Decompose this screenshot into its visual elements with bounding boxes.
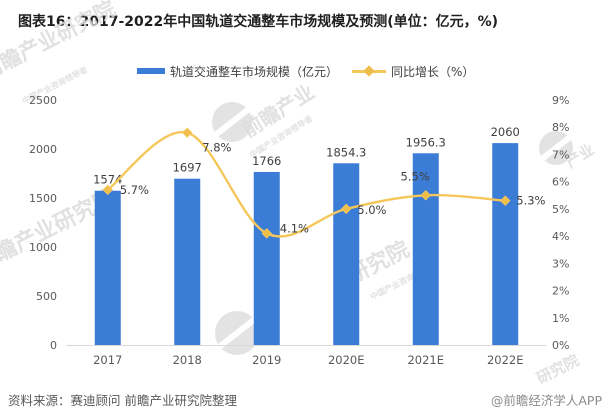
- legend-label-market-size: 轨道交通整车市场规模（亿元）: [170, 64, 339, 79]
- bar-2022E: [492, 143, 519, 345]
- bar-value-label: 1854.3: [326, 145, 366, 159]
- watermark-text: 前瞻产业研究院: [0, 0, 119, 84]
- right-axis-tick: 0%: [552, 339, 569, 352]
- right-axis-tick: 4%: [552, 230, 569, 243]
- line-series-swatch: [352, 64, 386, 77]
- right-axis-tick: 3%: [552, 257, 569, 270]
- legend-item-market-size: 轨道交通整车市场规模（亿元）: [137, 62, 338, 80]
- bar-value-label: 2060: [491, 125, 520, 139]
- left-axis-tick: 0: [50, 339, 57, 352]
- bar-2019: [253, 171, 280, 345]
- x-axis-label: 2021E: [407, 353, 444, 367]
- chart-legend: 轨道交通整车市场规模（亿元） 同比增长（%）: [0, 62, 606, 82]
- brand-credit: @前瞻经济学人APP: [490, 393, 602, 408]
- x-axis-label: 2018: [173, 353, 202, 367]
- bar-value-label: 1766: [252, 154, 281, 168]
- x-axis-label: 2019: [252, 353, 281, 367]
- bar-2020E: [333, 163, 360, 345]
- marker-2021E: [420, 190, 431, 201]
- right-axis-tick: 7%: [552, 148, 569, 161]
- bar-2017: [94, 190, 121, 345]
- marker-2022E: [500, 195, 511, 206]
- right-axis-tick: 1%: [552, 312, 569, 325]
- bar-value-label: 1697: [173, 161, 202, 175]
- left-axis-tick: 1500: [29, 192, 57, 205]
- growth-value-label: 7.8%: [202, 141, 231, 155]
- growth-value-label: 5.3%: [516, 194, 545, 208]
- chart-title: 图表16：2017-2022年中国轨道交通整车市场规模及预测(单位：亿元，%): [18, 14, 499, 30]
- right-axis-tick: 5%: [552, 203, 569, 216]
- bar-2021E: [412, 153, 439, 345]
- bar-series-swatch: [137, 68, 165, 74]
- marker-2017: [102, 184, 113, 196]
- watermark-logo-swoosh: [216, 315, 258, 351]
- x-axis-label: 2020E: [328, 353, 365, 367]
- right-axis-tick: 8%: [552, 121, 569, 134]
- growth-value-label: 4.1%: [280, 221, 309, 235]
- growth-value-label: 5.7%: [120, 183, 149, 197]
- x-axis-label: 2022E: [487, 353, 524, 367]
- right-axis-tick: 6%: [552, 176, 569, 189]
- growth-value-label: 5.5%: [401, 169, 430, 183]
- right-axis-tick: 9%: [552, 94, 569, 107]
- watermark-text: 研究院: [534, 351, 582, 387]
- left-axis-tick: 2500: [29, 94, 57, 107]
- bar-2018: [174, 178, 201, 345]
- watermark-logo-swoosh: [539, 133, 573, 163]
- bar-value-label: 1956.3: [406, 135, 446, 149]
- source-note: 资料来源：赛迪顾问 前瞻产业研究院整理: [8, 393, 237, 408]
- x-axis-label: 2017: [93, 353, 122, 367]
- legend-item-yoy-growth: 同比增长（%）: [352, 62, 474, 80]
- right-axis-tick: 2%: [552, 285, 569, 298]
- marker-2020E: [341, 203, 352, 215]
- left-axis-tick: 1000: [29, 241, 57, 254]
- marker-2018: [182, 127, 193, 138]
- left-axis-tick: 2000: [29, 143, 57, 156]
- watermark-logo-swoosh: [212, 106, 252, 138]
- left-axis-tick: 500: [36, 290, 57, 303]
- marker-2019: [261, 228, 272, 239]
- legend-label-yoy-growth: 同比增长（%）: [391, 64, 475, 79]
- growth-value-label: 5.0%: [357, 203, 386, 217]
